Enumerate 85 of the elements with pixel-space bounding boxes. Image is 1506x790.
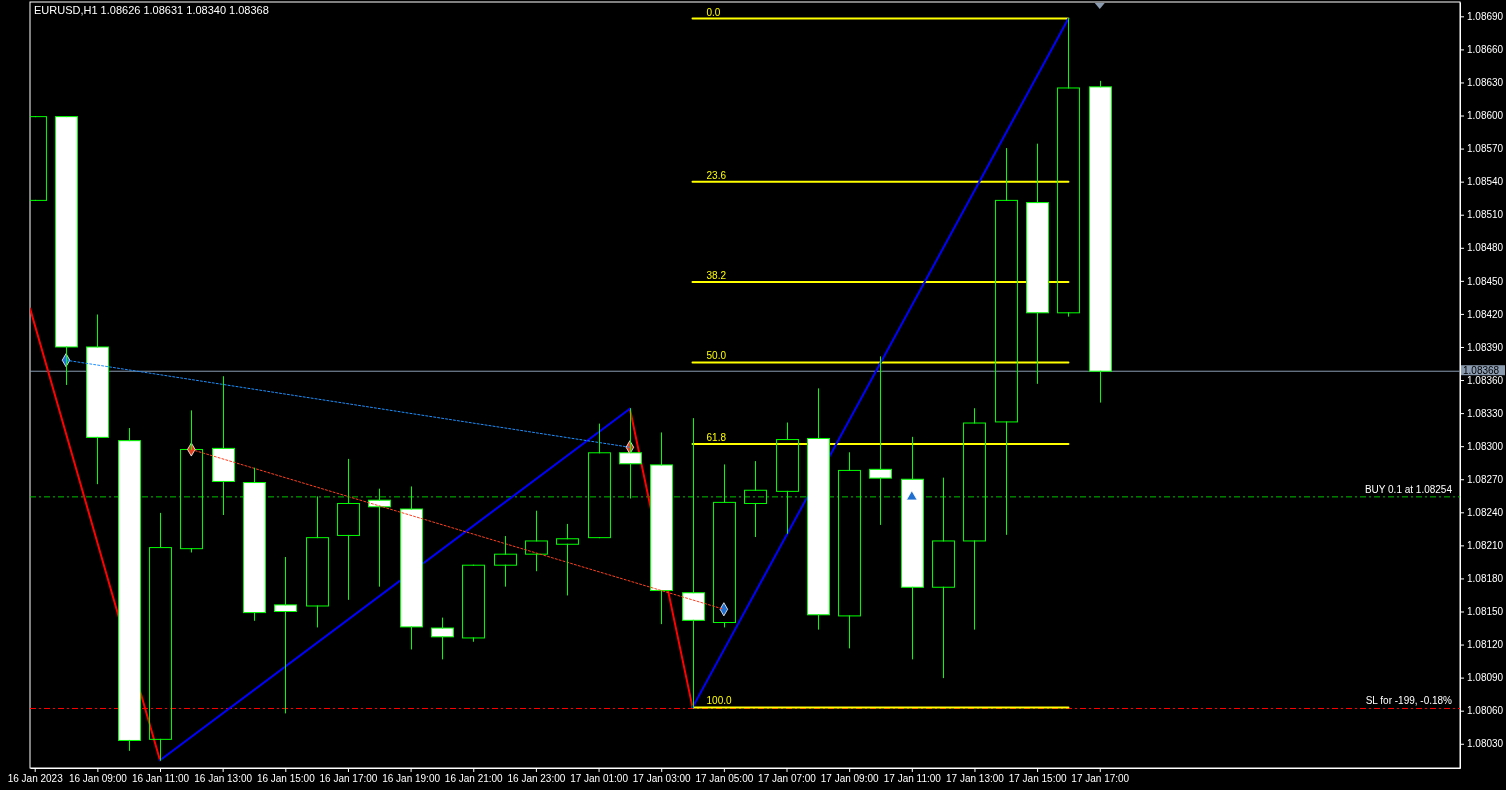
y-tick-label: 1.08660 (1467, 44, 1504, 56)
annotation: 100.0 (706, 695, 732, 707)
x-tick-label: 16 Jan 2023 (7, 773, 64, 785)
x-tick-label: 17 Jan 11:00 (883, 773, 942, 785)
y-tick-label: 1.08030 (1467, 738, 1504, 750)
x-tick-label: 16 Jan 11:00 (131, 773, 190, 785)
candlestick (619, 408, 642, 499)
chart-title: EURUSD,H1 1.08626 1.08631 1.08340 1.08368 (34, 4, 269, 16)
candlestick (337, 458, 360, 600)
candlestick (556, 523, 579, 596)
y-tick-label: 1.08300 (1467, 440, 1504, 452)
x-tick-label: 16 Jan 23:00 (507, 773, 566, 785)
candlestick (1089, 80, 1112, 403)
candlestick (55, 116, 78, 385)
candlestick (744, 461, 767, 538)
ref-line-label: 1.08368 (1463, 364, 1500, 376)
candlestick (525, 510, 548, 572)
candlestick (963, 408, 986, 630)
annotation: 23.6 (706, 169, 727, 181)
candlestick (713, 464, 736, 628)
y-tick-label: 1.08180 (1467, 573, 1504, 585)
y-tick-label: 1.08150 (1467, 606, 1504, 618)
candlestick (118, 428, 141, 751)
y-tick-label: 1.08450 (1467, 275, 1504, 287)
point (906, 490, 918, 501)
candlestick (776, 422, 799, 534)
candlestick (588, 423, 611, 539)
y-tick-label: 1.08060 (1467, 705, 1504, 717)
x-tick-label: 17 Jan 05:00 (695, 773, 754, 785)
y-tick-label: 1.08120 (1467, 639, 1504, 651)
candlestick (807, 388, 830, 630)
y-tick-label: 1.08690 (1467, 11, 1504, 23)
x-tick-label: 17 Jan 13:00 (946, 773, 1005, 785)
y-tick-label: 1.08390 (1467, 341, 1504, 353)
annotation: 61.8 (706, 431, 727, 443)
candlestick (1026, 143, 1049, 384)
y-tick-label: 1.08540 (1467, 176, 1504, 188)
x-tick-label: 17 Jan 15:00 (1008, 773, 1067, 785)
candlestick (1057, 18, 1080, 317)
candlestick (431, 617, 454, 660)
x-tick-label: 17 Jan 07:00 (758, 773, 817, 785)
x-tick-label: 16 Jan 21:00 (444, 773, 504, 785)
candlestick (838, 452, 861, 649)
x-tick-label: 16 Jan 15:00 (256, 773, 316, 785)
candlestick (86, 314, 109, 485)
candlestick (274, 556, 297, 714)
x-tick-label: 17 Jan 17:00 (1071, 773, 1130, 785)
annotation: 38.2 (706, 269, 727, 281)
candlestick (650, 432, 673, 625)
candlestick (682, 418, 705, 708)
x-tick-label: 16 Jan 13:00 (194, 773, 253, 785)
candlestick (149, 512, 172, 761)
y-tick-label: 1.08480 (1467, 242, 1504, 254)
y-tick-label: 1.08420 (1467, 308, 1504, 320)
x-tick-label: 16 Jan 09:00 (68, 773, 128, 785)
y-tick-label: 1.08360 (1467, 374, 1504, 386)
y-tick-label: 1.08510 (1467, 209, 1504, 221)
candlestick (462, 564, 485, 642)
candlestick (243, 467, 266, 621)
x-tick-label: 16 Jan 19:00 (382, 773, 441, 785)
candlestick (306, 496, 329, 628)
y-tick-label: 1.08270 (1467, 473, 1504, 485)
y-tick-label: 1.08630 (1467, 77, 1504, 89)
ref-line-label: SL for -199, -0.18% (1365, 695, 1453, 707)
annotation: 50.0 (706, 350, 727, 362)
candlestick (869, 356, 892, 525)
candlestick (180, 410, 203, 553)
y-tick-label: 1.08210 (1467, 540, 1504, 552)
y-tick-label: 1.08600 (1467, 110, 1504, 122)
x-tick-label: 17 Jan 09:00 (820, 773, 880, 785)
x-tick-label: 17 Jan 03:00 (632, 773, 692, 785)
ref-line-label: BUY 0.1 at 1.08254 (1364, 483, 1453, 495)
annotation: 0.0 (706, 6, 721, 18)
y-tick-label: 1.08090 (1467, 672, 1504, 684)
y-tick-label: 1.08240 (1467, 507, 1504, 518)
candlestick (212, 376, 235, 515)
candlestick (932, 477, 955, 679)
candlestick (400, 486, 423, 650)
candlestick (901, 436, 924, 660)
y-tick-label: 1.08330 (1467, 407, 1504, 419)
x-tick-label: 16 Jan 17:00 (319, 773, 378, 785)
candlestick (494, 536, 517, 587)
candlestick (995, 148, 1018, 535)
x-tick-label: 17 Jan 01:00 (570, 773, 629, 785)
y-tick-label: 1.08570 (1467, 143, 1504, 155)
